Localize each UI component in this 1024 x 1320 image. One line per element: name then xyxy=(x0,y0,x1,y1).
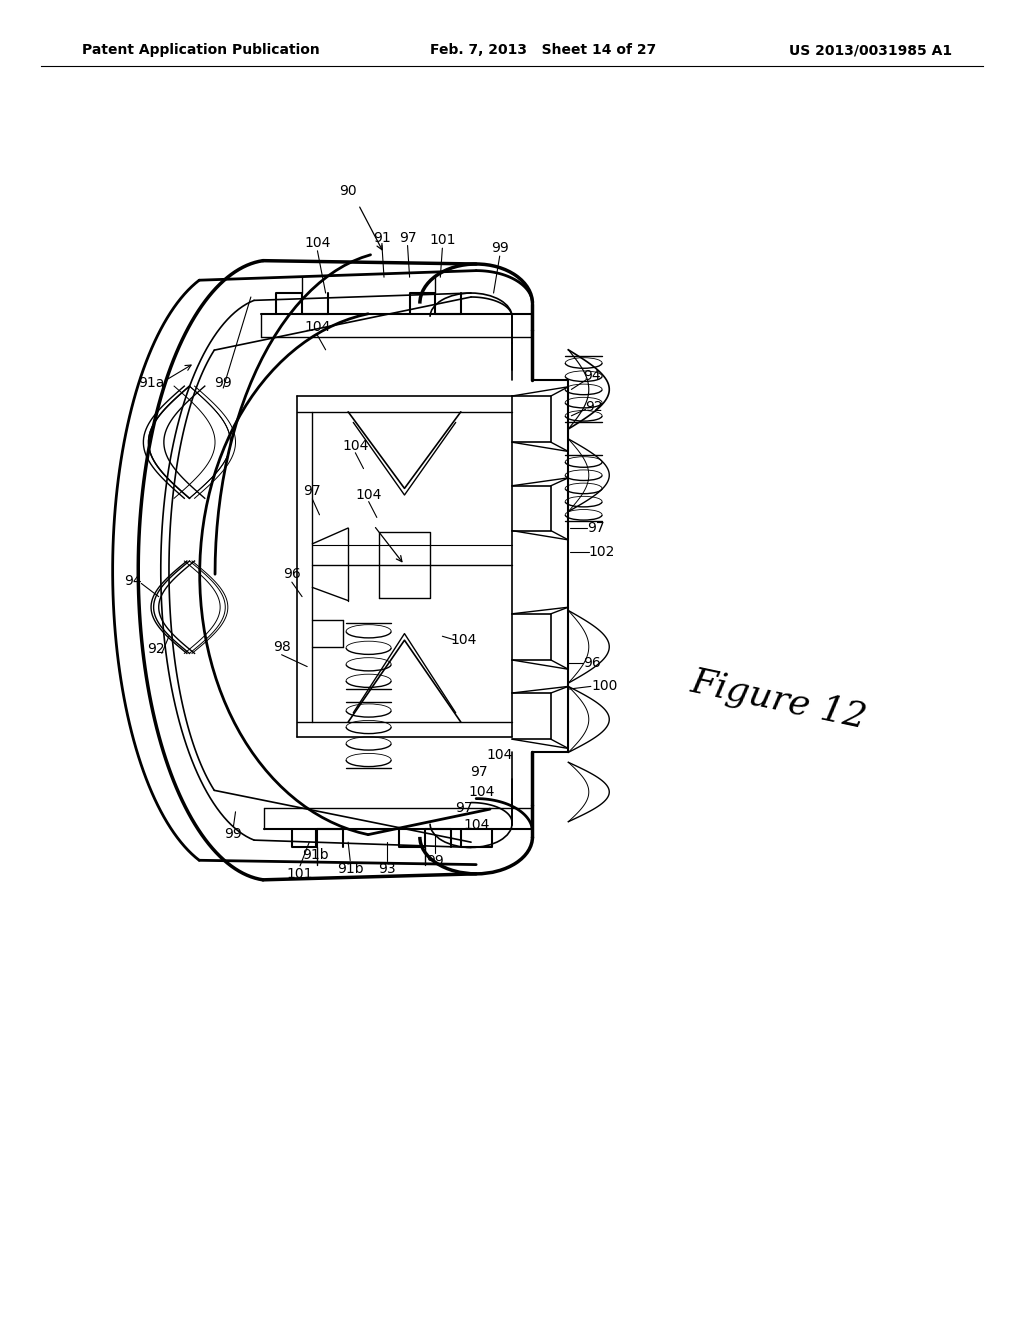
Text: 99: 99 xyxy=(214,376,232,389)
Text: 91a: 91a xyxy=(138,376,165,389)
Text: 99: 99 xyxy=(490,242,509,255)
Text: 104: 104 xyxy=(486,748,513,762)
Text: 104: 104 xyxy=(342,440,369,453)
Text: 104: 104 xyxy=(463,818,489,832)
Text: 96: 96 xyxy=(283,568,301,581)
Text: 91b: 91b xyxy=(302,849,329,862)
Text: 104: 104 xyxy=(355,488,382,502)
Text: 99: 99 xyxy=(224,828,243,841)
Text: 99: 99 xyxy=(426,854,444,867)
Text: 104: 104 xyxy=(304,321,331,334)
Text: 94: 94 xyxy=(124,574,142,587)
Text: 104: 104 xyxy=(468,785,495,799)
Text: US 2013/0031985 A1: US 2013/0031985 A1 xyxy=(790,44,952,57)
Text: 93: 93 xyxy=(378,862,396,875)
Text: Figure 12: Figure 12 xyxy=(687,664,869,735)
Text: 91: 91 xyxy=(373,231,391,244)
Text: 97: 97 xyxy=(455,801,473,814)
Text: 102: 102 xyxy=(589,545,615,558)
Text: 92: 92 xyxy=(146,643,165,656)
Text: 97: 97 xyxy=(303,484,322,498)
Text: 94: 94 xyxy=(583,370,601,383)
Text: 97: 97 xyxy=(470,766,488,779)
Text: 91b: 91b xyxy=(337,862,364,875)
Text: 100: 100 xyxy=(591,680,617,693)
Text: 90: 90 xyxy=(339,185,357,198)
Text: 97: 97 xyxy=(398,231,417,244)
Text: 104: 104 xyxy=(304,236,331,249)
Text: 104: 104 xyxy=(451,634,477,647)
Text: 92: 92 xyxy=(585,400,603,413)
Text: Patent Application Publication: Patent Application Publication xyxy=(82,44,319,57)
Text: 97: 97 xyxy=(587,521,605,535)
Text: 101: 101 xyxy=(429,234,456,247)
Text: Feb. 7, 2013   Sheet 14 of 27: Feb. 7, 2013 Sheet 14 of 27 xyxy=(430,44,656,57)
Text: 96: 96 xyxy=(583,656,601,669)
Text: 101: 101 xyxy=(287,867,313,880)
Text: 98: 98 xyxy=(272,640,291,653)
